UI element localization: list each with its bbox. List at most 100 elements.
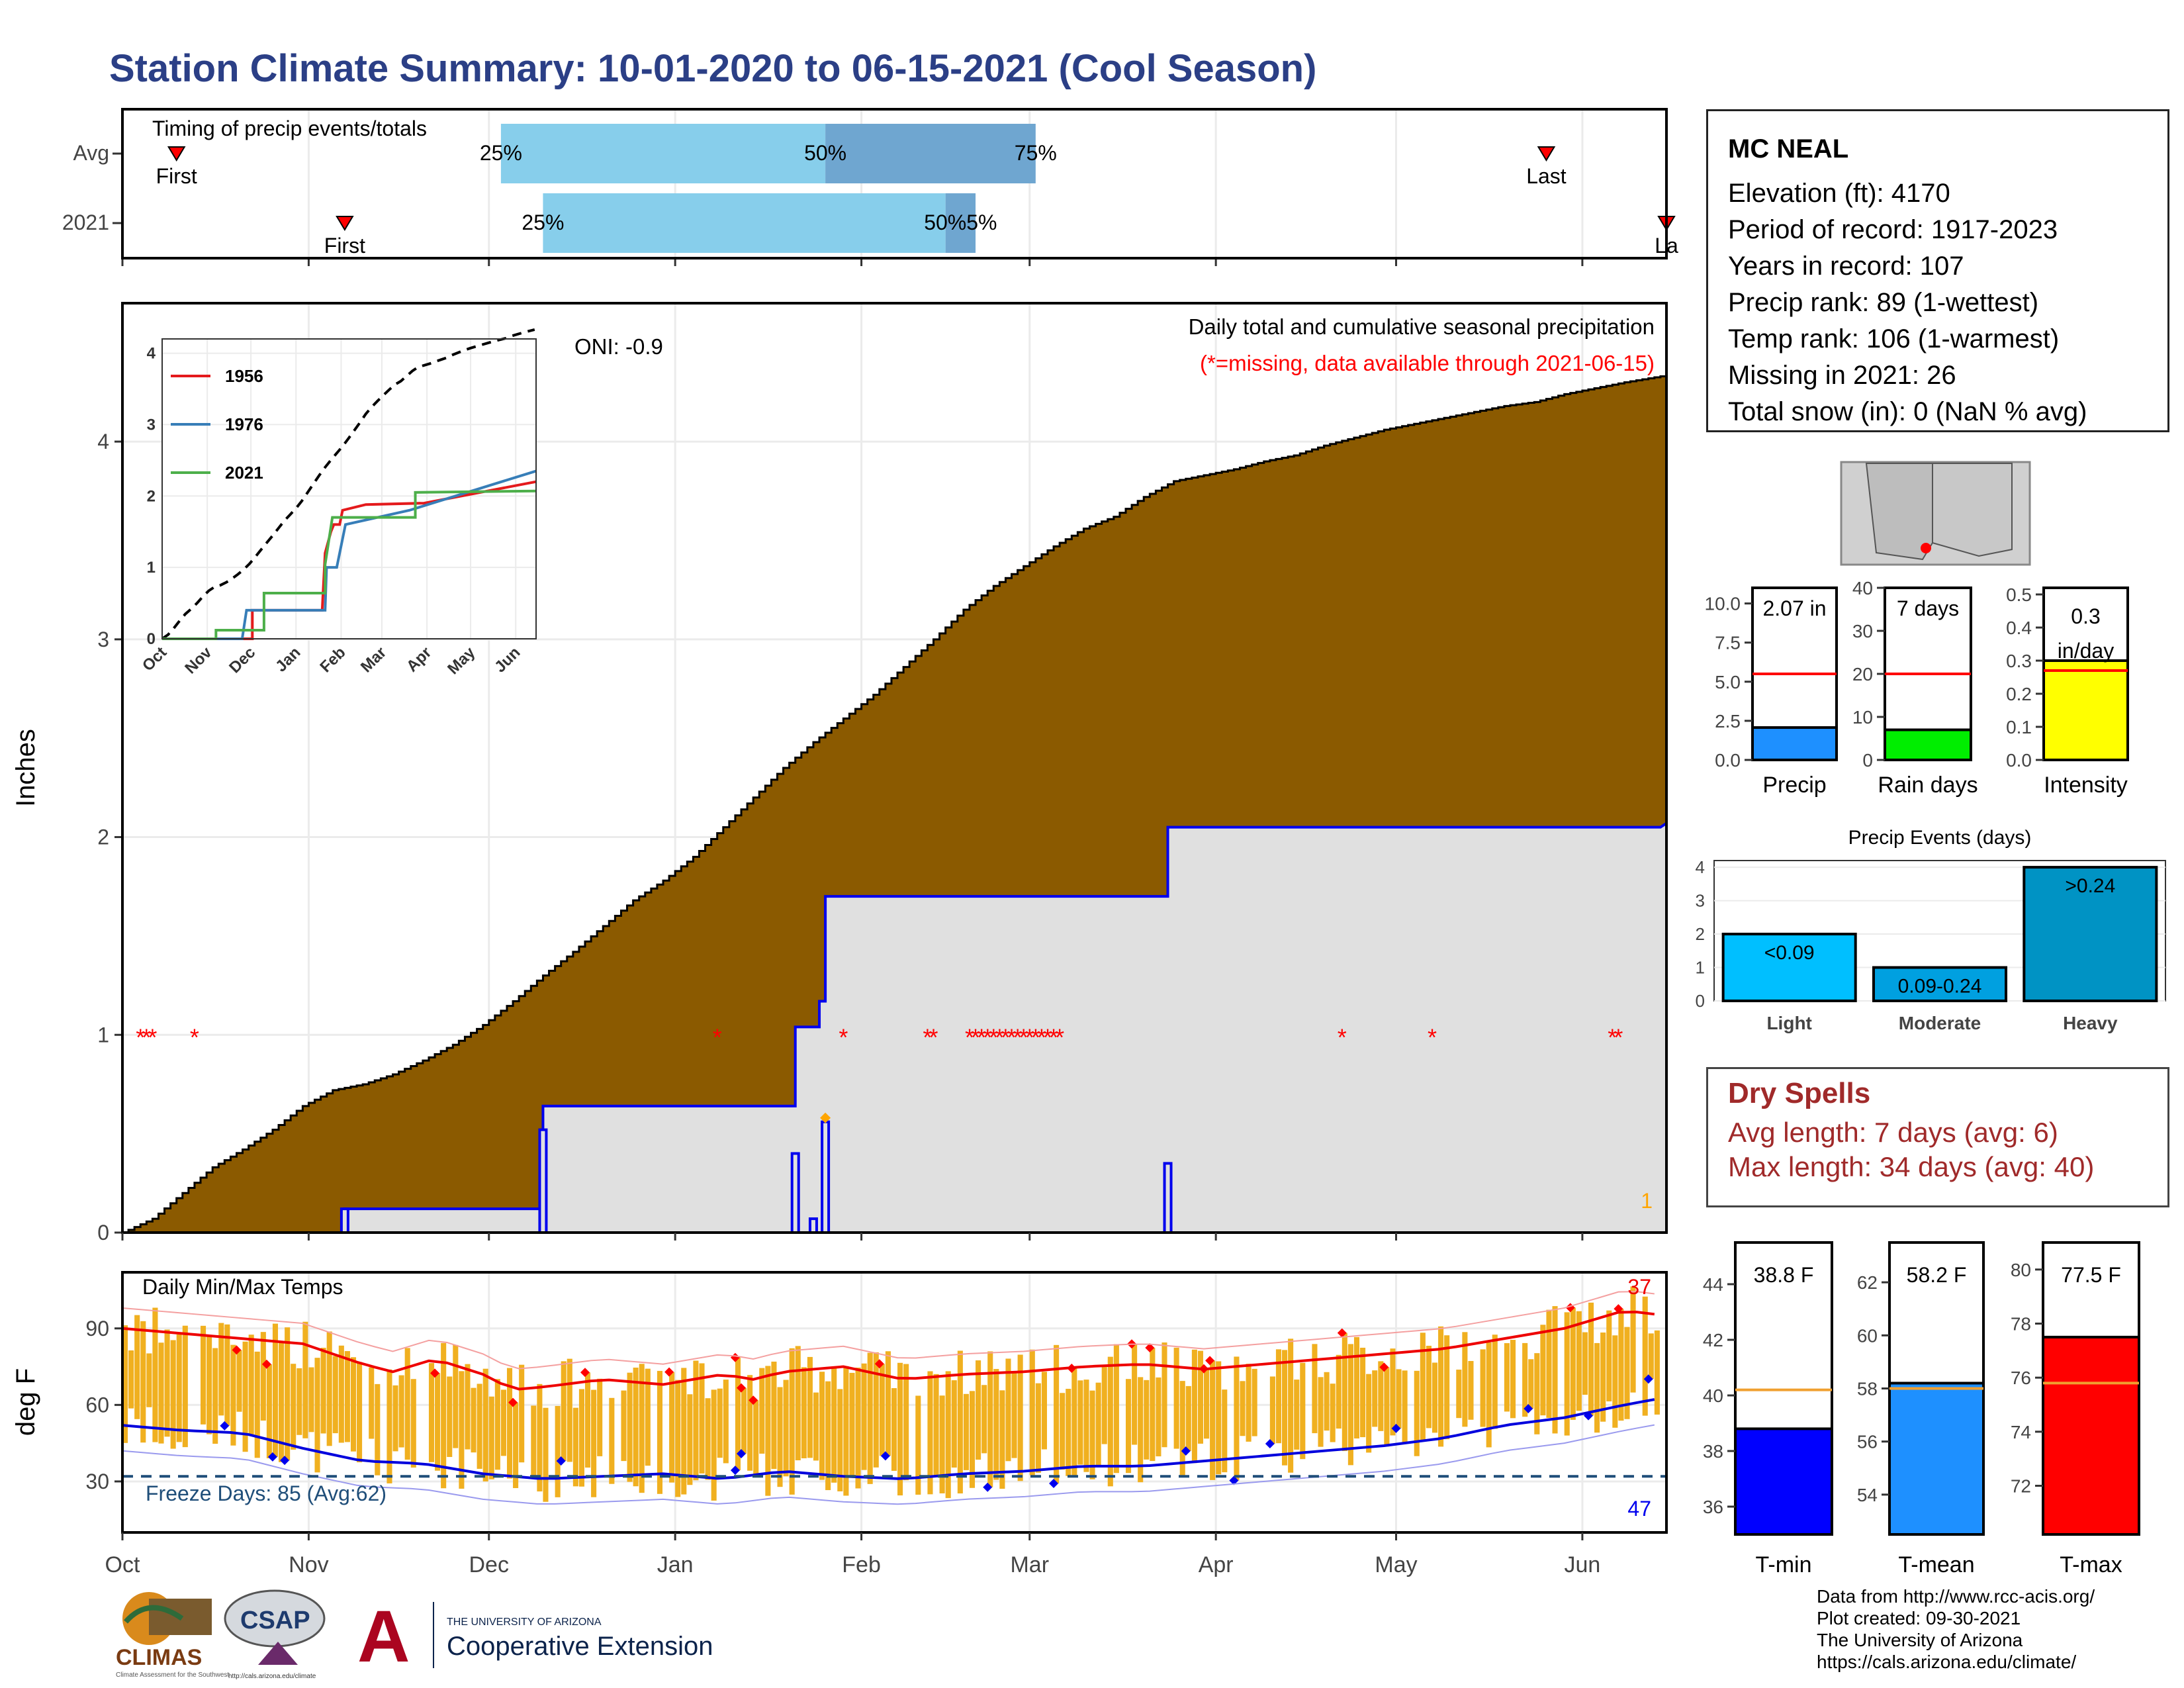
daily-temp-bar: [1035, 1383, 1041, 1473]
tmin-temp-panel: 36 38 40 42 44 38.8 F T-min: [1703, 1241, 1833, 1577]
daily-temp-bar: [1336, 1354, 1342, 1429]
x-axis-month-label: Apr: [1199, 1552, 1234, 1577]
tmax-record-line: [122, 1291, 1655, 1370]
missing-day-marker: *: [1055, 1023, 1064, 1051]
missing-day-marker: *: [977, 1023, 986, 1051]
record-high-marker: [1205, 1356, 1215, 1366]
daily-temp-bar: [1101, 1367, 1107, 1444]
timing-q75-label: 75%: [1015, 141, 1057, 165]
daily-temp-bar: [146, 1353, 152, 1407]
daily-temp-bar: [1378, 1361, 1384, 1431]
daily-temp-bar: [1522, 1342, 1528, 1417]
daily-temp-bar: [1504, 1343, 1510, 1412]
timing-bar-q50-q75: [945, 193, 976, 253]
daily-temp-bar: [459, 1371, 465, 1489]
precip-y-axis-label: Inches: [11, 729, 40, 807]
precip-y-tick-label: 1: [97, 1023, 109, 1047]
daily-temp-bar: [1642, 1296, 1648, 1416]
daily-temp-bar: [1582, 1332, 1588, 1395]
daily-temp-bar: [140, 1321, 146, 1443]
daily-temp-bar: [837, 1389, 843, 1491]
rain-days-panel-y-tick-label: 30: [1852, 621, 1873, 641]
events-bar-label: >0.24: [2065, 875, 2115, 897]
timing-title: Timing of precip events/totals: [152, 117, 427, 140]
daily-temp-bar: [1396, 1369, 1402, 1429]
daily-temp-bar: [891, 1387, 897, 1471]
daily-temp-bar: [230, 1344, 236, 1446]
missing-day-marker: *: [148, 1023, 157, 1051]
daily-temp-bar: [591, 1389, 597, 1497]
record-low-marker: [1265, 1438, 1275, 1448]
tmean-temp-panel-y-tick-label: 60: [1857, 1325, 1878, 1346]
daily-temp-bar: [1210, 1360, 1216, 1480]
daily-temp-bar: [1612, 1335, 1618, 1428]
max-event-marker: [820, 1112, 831, 1123]
missing-day-marker: *: [1025, 1023, 1034, 1051]
timing-panel-border: [121, 108, 1668, 259]
daily-temp-bar: [1318, 1377, 1324, 1447]
daily-temp-bar: [1275, 1349, 1282, 1444]
logo-strip: CLIMAS Climate Assessment for the Southw…: [109, 1582, 738, 1685]
daily-temp-bar: [1546, 1309, 1552, 1419]
temp-corner-min: 47: [1627, 1497, 1651, 1521]
daily-temp-bar: [201, 1325, 206, 1425]
precip-events-panel: Precip Events (days) 0 1 2 3 4 <0.09 Light 0.09-…: [1696, 827, 2166, 1033]
daily-temp-bar: [693, 1360, 699, 1481]
locator-map: [1840, 461, 2031, 566]
daily-temp-bar: [639, 1364, 645, 1493]
tmax-temp-panel-y-tick-label: 72: [2011, 1476, 2031, 1497]
missing-day-marker: *: [1037, 1023, 1046, 1051]
daily-temp-bar: [1240, 1381, 1246, 1436]
daily-temp-bar: [1179, 1381, 1185, 1476]
precip-y-tick-label: 3: [97, 628, 109, 651]
events-category-label: Light: [1766, 1013, 1811, 1033]
tmin-average-line: [122, 1398, 1655, 1480]
timing-q50-label: 50%: [804, 141, 846, 165]
daily-temp-bar: [482, 1368, 488, 1481]
daily-temp-bar: [1342, 1333, 1347, 1452]
station-line-period: Period of record: 1917-2023: [1728, 215, 2058, 244]
daily-temp-bar: [1630, 1286, 1636, 1393]
daily-temp-bar: [699, 1363, 705, 1474]
x-axis-month-label: May: [1375, 1552, 1417, 1577]
daily-temp-bar: [488, 1396, 494, 1479]
daily-temp-bar: [1600, 1332, 1606, 1422]
events-bar-heavy: [2023, 866, 2158, 1002]
daily-temp-bar: [387, 1369, 392, 1483]
daily-temp-bar: [1540, 1325, 1546, 1416]
tmin-temp-panel-value-label: 38.8 F: [1754, 1263, 1814, 1287]
daily-temp-bar: [657, 1370, 663, 1494]
tmax-temp-panel-x-label: T-max: [2060, 1552, 2122, 1577]
inset-y-tick-label: 0: [147, 630, 156, 648]
daily-temp-bar: [1132, 1344, 1138, 1445]
events-bar-label: 0.09-0.24: [1898, 976, 1982, 998]
daily-temp-bar: [272, 1323, 279, 1457]
daily-temp-bar: [1420, 1333, 1426, 1440]
daily-temp-bar: [1060, 1393, 1066, 1470]
daily-temp-bar: [500, 1389, 506, 1456]
daily-temp-bar: [1372, 1370, 1378, 1427]
daily-temp-bar: [1456, 1370, 1462, 1419]
daily-temp-bar: [801, 1367, 807, 1459]
daily-temp-bar: [1138, 1377, 1144, 1483]
timing-row-label: 2021: [62, 211, 109, 234]
rain-days-panel-value-bar: [1884, 728, 1972, 761]
daily-temp-bar: [410, 1379, 416, 1468]
inset-series-line-2021: [162, 489, 537, 640]
temp-y-tick-label: 30: [85, 1470, 109, 1493]
timing-q25-label: 25%: [522, 211, 564, 234]
daily-temp-bar: [1282, 1350, 1288, 1466]
daily-temp-bar: [471, 1387, 477, 1453]
intensity-panel-value-label-2: in/day: [2058, 639, 2114, 663]
climas-logo: CLIMAS Climate Assessment for the Southw…: [116, 1592, 229, 1679]
events-bar-moderate: [1872, 966, 2008, 1002]
precip-total-panel: 0.0 2.5 5.0 7.5 10.0 2.07 in Precip: [1705, 586, 1838, 798]
daily-temp-bar: [843, 1366, 849, 1496]
daily-temp-bar: [765, 1366, 771, 1496]
daily-temp-bar: [1144, 1380, 1150, 1460]
daily-temp-bar: [441, 1342, 447, 1489]
daily-temp-bar: [369, 1367, 375, 1439]
daily-temp-bar: [1125, 1379, 1132, 1474]
dry-spells-box: Dry Spells Avg length: 7 days (avg: 6) M…: [1706, 1067, 2169, 1207]
x-axis-month-label: Oct: [105, 1552, 140, 1577]
